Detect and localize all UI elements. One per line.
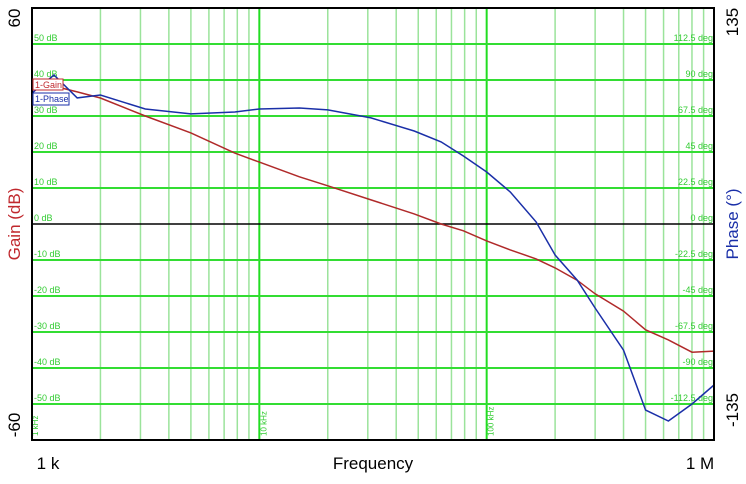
plot-frame xyxy=(31,7,715,441)
phase-grid-label: 112.5 deg xyxy=(674,33,713,43)
left-axis-min-label: -60 xyxy=(5,413,24,438)
gain-tag-box xyxy=(32,78,64,91)
decade-label: 10 kHz xyxy=(259,411,268,436)
left-axis-max-label: 60 xyxy=(5,9,24,28)
gain-grid-label: 10 dB xyxy=(34,177,58,187)
horizontal-gridlines xyxy=(32,43,714,405)
phase-grid-label: 45 deg xyxy=(685,141,713,151)
gain-tag-label: 1-Gain xyxy=(35,80,62,90)
gain-grid-label: 50 dB xyxy=(34,33,58,43)
phase-grid-label: -67.5 deg xyxy=(675,321,713,331)
x-axis-max-label: 1 M xyxy=(686,454,714,473)
phase-grid-label: -90 deg xyxy=(682,357,713,367)
gain-grid-label: 0 dB xyxy=(34,213,53,223)
decade-label: 100 kHz xyxy=(487,407,496,436)
phase-grid-label: -45 deg xyxy=(682,285,713,295)
x-axis-min-label: 1 k xyxy=(37,454,60,473)
phase-tag-label: 1-Phase xyxy=(35,94,69,104)
right-axis-max-label: 135 xyxy=(723,8,742,36)
x-axis-title: Frequency xyxy=(333,454,414,473)
gain-grid-label: -30 dB xyxy=(34,321,61,331)
phase-tag-box xyxy=(32,92,70,106)
gain-grid-label: -50 dB xyxy=(34,393,61,403)
phase-grid-label: 0 deg xyxy=(690,213,713,223)
gain-grid-label: -20 dB xyxy=(34,285,61,295)
gain-series-line xyxy=(31,83,715,353)
phase-grid-label: 22.5 deg xyxy=(678,177,713,187)
phase-grid-label: -22.5 deg xyxy=(675,249,713,259)
gain-grid-label: 40 dB xyxy=(34,69,58,79)
decade-label: 1 kHz xyxy=(31,416,40,436)
gain-grid-label: 30 dB xyxy=(34,105,58,115)
phase-grid-label: 90 deg xyxy=(685,69,713,79)
phase-grid-label: -112.5 deg xyxy=(671,393,713,403)
left-axis-title: Gain (dB) xyxy=(5,188,24,261)
right-axis-min-label: -135 xyxy=(723,393,742,427)
grid-labels: 1 kHz 10 kHz 100 kHz 50 dB 112.5 deg 40 dB 90 … xyxy=(31,33,713,436)
phase-grid-label: 67.5 deg xyxy=(678,105,713,115)
gain-grid-label: 20 dB xyxy=(34,141,58,151)
series-tags: 1-Gain 1-Phase xyxy=(32,78,70,106)
gain-grid-label: -10 dB xyxy=(34,249,61,259)
right-axis-title: Phase (°) xyxy=(723,188,742,259)
gain-grid-label: -40 dB xyxy=(34,357,61,367)
phase-series-line xyxy=(31,73,715,422)
